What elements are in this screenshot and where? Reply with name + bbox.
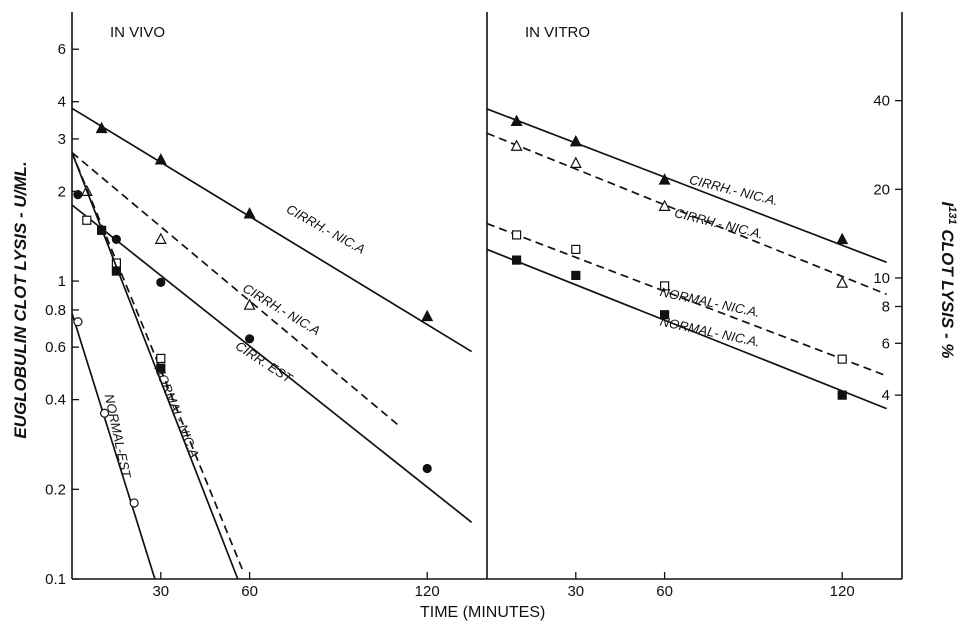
left-y-axis-title: EUGLOBULIN CLOT LYSIS - U/ML. (11, 161, 30, 438)
series-line (72, 153, 398, 425)
y-tick-label: 6 (882, 335, 890, 352)
y-tick-label: 0.2 (45, 481, 66, 498)
data-point (838, 391, 846, 399)
data-point (512, 116, 522, 126)
data-point (513, 231, 521, 239)
series-label: NORMAL- NIC.A. (659, 314, 762, 350)
y-tick-label: 4 (882, 387, 890, 404)
y-tick-label: 10 (873, 270, 890, 287)
data-point (130, 499, 138, 507)
series-line (72, 153, 238, 579)
y-tick-label: 0.6 (45, 339, 66, 356)
y-tick-label: 1 (58, 273, 66, 290)
left-panel: IN VIVO 30 60 120 0.1 0.2 0.4 0.6 0.8 1 2 3 4 6 CIRRH… (45, 12, 487, 600)
x-tick-label: 60 (241, 583, 258, 600)
data-point (157, 364, 165, 372)
data-point (512, 141, 522, 151)
y-tick-label: 6 (58, 41, 66, 58)
y-tick-label: 4 (58, 94, 66, 111)
right-y-axis-title-rest: CLOT LYSIS - % (938, 225, 957, 359)
series-line (487, 109, 887, 262)
x-tick-label: 30 (152, 583, 169, 600)
data-point (74, 191, 82, 199)
data-point (513, 256, 521, 264)
series-label: CIRRH.- NIC.A (284, 201, 368, 256)
data-point (83, 216, 91, 224)
data-point (423, 464, 431, 472)
data-point (837, 234, 847, 244)
data-point (157, 354, 165, 362)
x-tick-label: 60 (656, 583, 673, 600)
series-line (72, 108, 472, 351)
panel-title-in-vitro: IN VITRO (525, 24, 590, 41)
data-point (112, 267, 120, 275)
data-point (98, 226, 106, 234)
series-label: NORMAL-EST (102, 393, 135, 481)
y-tick-label: 8 (882, 298, 890, 315)
x-tick-label: 120 (415, 583, 440, 600)
data-point (156, 154, 166, 164)
y-tick-label: 0.4 (45, 392, 66, 409)
data-point (422, 311, 432, 321)
x-tick-label: 30 (567, 583, 584, 600)
data-point (837, 278, 847, 288)
left-panel-marks: 30 60 120 0.1 0.2 0.4 0.6 0.8 1 2 3 4 6 CIRRH.- NIC.A… (45, 41, 471, 600)
series-label: NORMAL- NIC.A. (659, 284, 762, 320)
data-point (156, 234, 166, 244)
y-tick-label: 0.8 (45, 302, 66, 319)
right-y-axis-title-superscript: 131 (946, 206, 958, 224)
series-label: CIRR. EST (233, 338, 296, 386)
x-axis-title: TIME (MINUTES) (420, 604, 545, 621)
y-tick-label: 40 (873, 93, 890, 110)
data-point (157, 278, 165, 286)
data-point (572, 245, 580, 253)
x-tick-label: 120 (830, 583, 855, 600)
y-tick-label: 2 (58, 183, 66, 200)
data-point (245, 208, 255, 218)
y-tick-label: 3 (58, 131, 66, 148)
data-point (838, 355, 846, 363)
data-point (572, 271, 580, 279)
y-tick-label: 0.1 (45, 571, 66, 588)
y-tick-label: 20 (873, 181, 890, 198)
panel-title-in-vivo: IN VIVO (110, 24, 165, 41)
right-y-axis-title: I131 CLOT LYSIS - % (938, 202, 958, 359)
data-point (571, 158, 581, 168)
data-point (112, 235, 120, 243)
data-point (74, 318, 82, 326)
